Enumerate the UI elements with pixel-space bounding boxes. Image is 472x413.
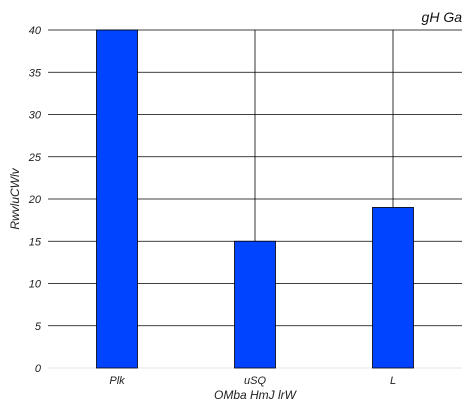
y-tick-label: 0	[35, 363, 42, 375]
y-tick-label: 5	[35, 321, 42, 333]
bar-uSQ	[234, 240, 276, 369]
x-axis-label: OMba HmJ lrW	[214, 388, 298, 402]
y-tick-label: 15	[29, 236, 42, 248]
x-tick-label: L	[390, 375, 396, 387]
y-tick-label: 10	[29, 279, 42, 291]
y-tick-label: 30	[29, 110, 42, 122]
x-tick-labels: Plk uSQ L	[109, 375, 396, 387]
bar-L	[372, 207, 414, 369]
chart-title: gH Ga	[422, 9, 463, 25]
bar-Plk	[96, 29, 138, 369]
x-tick-label: uSQ	[244, 375, 266, 387]
bars	[96, 29, 414, 369]
y-tick-label: 25	[28, 152, 42, 164]
x-tick-label: Plk	[109, 375, 125, 387]
y-tick-label: 40	[29, 25, 42, 37]
y-axis-label: RwvluCWlv	[8, 167, 22, 229]
y-tick-labels: 0 5 10 15 20 25 30 35 40	[28, 25, 42, 375]
y-tick-label: 20	[28, 194, 42, 206]
y-tick-label: 35	[29, 67, 42, 79]
